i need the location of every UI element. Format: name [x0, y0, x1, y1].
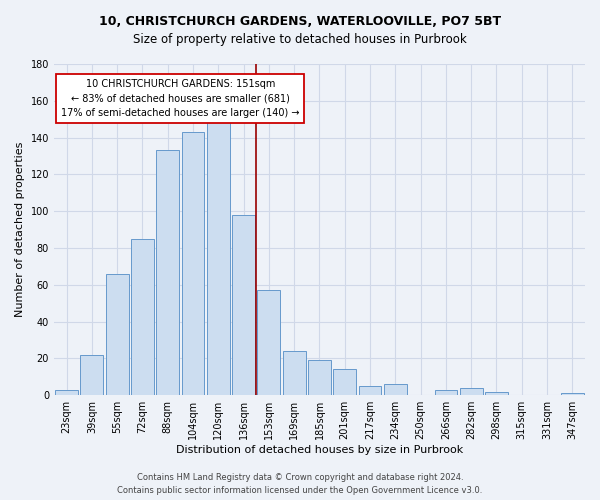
Y-axis label: Number of detached properties: Number of detached properties	[15, 142, 25, 318]
Text: Contains HM Land Registry data © Crown copyright and database right 2024.
Contai: Contains HM Land Registry data © Crown c…	[118, 474, 482, 495]
Bar	[131, 239, 154, 395]
Text: Size of property relative to detached houses in Purbrook: Size of property relative to detached ho…	[133, 32, 467, 46]
Bar	[232, 215, 255, 395]
Bar	[561, 394, 584, 395]
Text: 10 CHRISTCHURCH GARDENS: 151sqm
← 83% of detached houses are smaller (681)
17% o: 10 CHRISTCHURCH GARDENS: 151sqm ← 83% of…	[61, 78, 299, 118]
Bar	[80, 354, 103, 395]
Bar	[485, 392, 508, 395]
Text: 10, CHRISTCHURCH GARDENS, WATERLOOVILLE, PO7 5BT: 10, CHRISTCHURCH GARDENS, WATERLOOVILLE,…	[99, 15, 501, 28]
Bar	[460, 388, 482, 395]
Bar	[384, 384, 407, 395]
Bar	[257, 290, 280, 395]
Bar	[157, 150, 179, 395]
Bar	[182, 132, 205, 395]
Bar	[55, 390, 78, 395]
Bar	[283, 351, 305, 395]
Bar	[334, 370, 356, 395]
Bar	[359, 386, 382, 395]
Bar	[434, 390, 457, 395]
Bar	[207, 119, 230, 395]
Bar	[308, 360, 331, 395]
X-axis label: Distribution of detached houses by size in Purbrook: Distribution of detached houses by size …	[176, 445, 463, 455]
Bar	[106, 274, 128, 395]
